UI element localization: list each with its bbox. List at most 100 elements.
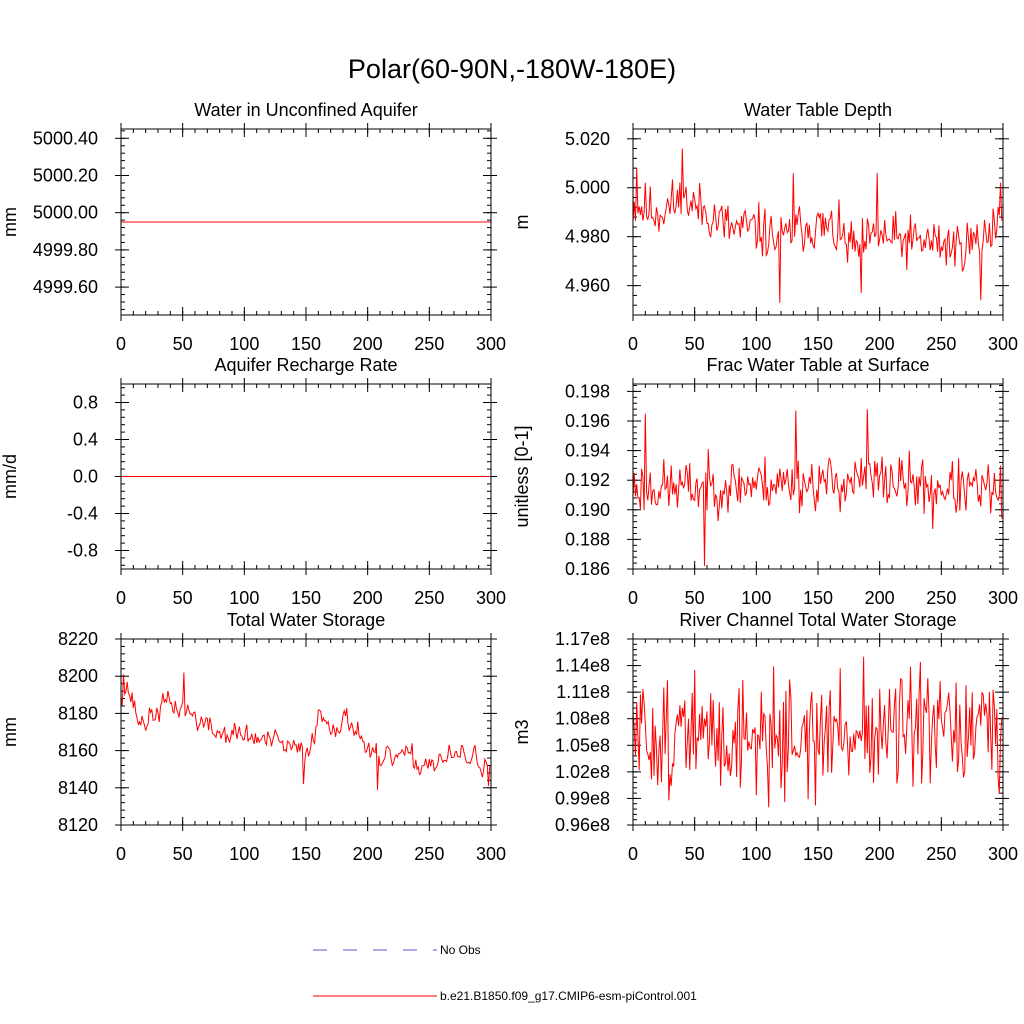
- y-tick-label: 4.980: [565, 227, 610, 247]
- x-tick-label: 200: [353, 334, 383, 354]
- x-tick-label: 50: [173, 334, 193, 354]
- plot-frame: [632, 638, 1004, 826]
- series-line: [633, 656, 1003, 808]
- x-tick-label: 250: [926, 588, 956, 608]
- y-tick-label: 5.020: [565, 129, 610, 149]
- x-tick-label: 100: [229, 334, 259, 354]
- x-tick-label: 50: [173, 588, 193, 608]
- y-tick-label: 8160: [58, 741, 98, 761]
- x-tick-label: 150: [803, 334, 833, 354]
- y-tick-label: -0.4: [67, 504, 98, 524]
- y-tick-label: 4999.60: [33, 277, 98, 297]
- panel-2: Aquifer Recharge Rate mm/d -0.8 -0.4 0.0 0.4 0…: [0, 355, 506, 608]
- y-tick-label: 0.4: [73, 430, 98, 450]
- y-tick-label: 4999.80: [33, 240, 98, 260]
- y-tick-label: 0.198: [565, 381, 610, 401]
- x-tick-label: 150: [803, 588, 833, 608]
- x-tick-label: 250: [414, 588, 444, 608]
- x-tick-label: 250: [926, 844, 956, 864]
- x-tick-label: 300: [988, 844, 1018, 864]
- x-tick-label: 150: [291, 334, 321, 354]
- x-tick-label: 300: [476, 334, 506, 354]
- x-tick-label: 0: [116, 844, 126, 864]
- y-tick-label: 0.99e8: [555, 788, 610, 808]
- y-tick-label: -0.8: [67, 541, 98, 561]
- x-tick-label: 100: [229, 844, 259, 864]
- x-tick-label: 100: [741, 844, 771, 864]
- y-tick-label: 1.11e8: [556, 682, 610, 702]
- y-tick-label: 5000.40: [33, 128, 98, 148]
- panel-title: Total Water Storage: [227, 610, 385, 630]
- x-tick-label: 0: [628, 588, 638, 608]
- y-tick-label: 4.960: [565, 276, 610, 296]
- panel-5: River Channel Total Water Storage m3 0.96e…: [512, 610, 1018, 864]
- y-tick-label: 1.14e8: [555, 656, 610, 676]
- x-tick-label: 100: [741, 334, 771, 354]
- y-tick-label: 0.186: [565, 559, 610, 579]
- panel-0: Water in Unconfined Aquifer mm 4999.60 4999…: [0, 100, 506, 354]
- x-tick-label: 250: [414, 334, 444, 354]
- panel-title: Water in Unconfined Aquifer: [194, 100, 417, 120]
- x-tick-label: 150: [291, 588, 321, 608]
- panel-title: River Channel Total Water Storage: [679, 610, 956, 630]
- y-axis-label: unitless [0-1]: [512, 425, 532, 527]
- y-tick-label: 0.190: [565, 500, 610, 520]
- x-tick-label: 300: [988, 588, 1018, 608]
- x-tick-label: 250: [926, 334, 956, 354]
- x-tick-label: 200: [865, 334, 895, 354]
- y-tick-label: 1.17e8: [555, 629, 610, 649]
- x-tick-label: 50: [685, 588, 705, 608]
- plot-frame: [120, 638, 492, 826]
- panel-grid: Water in Unconfined Aquifer mm 4999.60 4999…: [0, 100, 1018, 864]
- plot-frame: [120, 383, 492, 570]
- y-tick-label: 0.188: [565, 529, 610, 549]
- y-axis-label: mm: [0, 717, 20, 747]
- x-tick-label: 200: [353, 588, 383, 608]
- y-tick-label: 5.000: [565, 178, 610, 198]
- y-tick-label: 5000.00: [33, 203, 98, 223]
- plot-frame: [120, 128, 492, 316]
- y-axis-label: m: [512, 215, 532, 230]
- x-tick-label: 100: [229, 588, 259, 608]
- x-tick-label: 50: [685, 334, 705, 354]
- y-tick-label: 0.96e8: [555, 815, 610, 835]
- x-tick-label: 50: [685, 844, 705, 864]
- x-tick-label: 200: [353, 844, 383, 864]
- plot-frame: [632, 128, 1004, 316]
- y-tick-label: 0.194: [565, 441, 610, 461]
- plot-frame: [632, 383, 1004, 570]
- panel-title: Aquifer Recharge Rate: [214, 355, 397, 375]
- x-tick-label: 300: [476, 588, 506, 608]
- panel-3: Frac Water Table at Surface unitless [0-1…: [512, 355, 1018, 608]
- y-tick-label: 1.08e8: [555, 709, 610, 729]
- panel-4: Total Water Storage mm 8120 8140 8160 8180 820…: [0, 610, 506, 864]
- legend-label-model: b.e21.B1850.f09_g17.CMIP6-esm-piControl.…: [440, 989, 697, 1003]
- y-tick-label: 0.8: [73, 393, 98, 413]
- series-line: [633, 148, 1003, 303]
- y-tick-label: 1.05e8: [555, 735, 610, 755]
- x-tick-label: 150: [291, 844, 321, 864]
- panel-title: Water Table Depth: [744, 100, 892, 120]
- x-tick-label: 300: [476, 844, 506, 864]
- y-tick-label: 8180: [58, 703, 98, 723]
- panel-title: Frac Water Table at Surface: [706, 355, 929, 375]
- x-tick-label: 50: [173, 844, 193, 864]
- x-tick-label: 150: [803, 844, 833, 864]
- x-tick-label: 0: [628, 844, 638, 864]
- legend-label-no-obs: No Obs: [440, 943, 481, 957]
- series-line: [633, 409, 1003, 567]
- x-tick-label: 0: [628, 334, 638, 354]
- x-tick-label: 200: [865, 588, 895, 608]
- legend: No Obs b.e21.B1850.f09_g17.CMIP6-esm-piC…: [313, 943, 697, 1003]
- x-tick-label: 250: [414, 844, 444, 864]
- y-tick-label: 1.02e8: [555, 762, 610, 782]
- x-tick-label: 0: [116, 334, 126, 354]
- y-tick-label: 0.0: [73, 467, 98, 487]
- y-tick-label: 8120: [58, 815, 98, 835]
- y-axis-label: mm: [0, 207, 20, 237]
- series-line: [121, 672, 491, 790]
- y-tick-label: 0.192: [565, 470, 610, 490]
- y-tick-label: 8200: [58, 666, 98, 686]
- y-tick-label: 8220: [58, 629, 98, 649]
